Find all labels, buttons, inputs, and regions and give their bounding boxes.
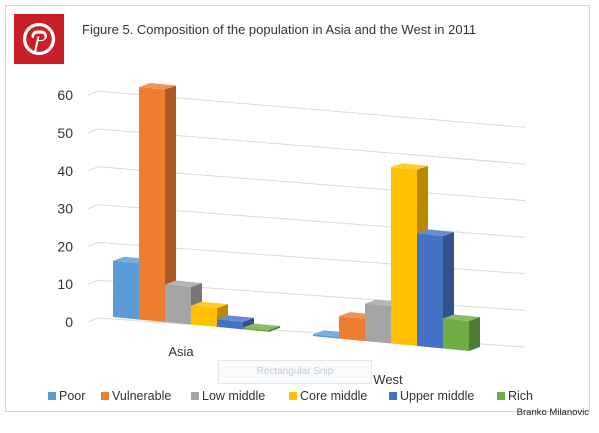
bar: [443, 315, 480, 351]
legend-item: Upper middle: [389, 389, 474, 403]
legend-label: Poor: [59, 389, 85, 403]
card-border: [6, 6, 590, 412]
legend-label: Vulnerable: [112, 389, 171, 403]
bar-front: [443, 319, 469, 351]
pinterest-logo[interactable]: [14, 14, 64, 64]
legend-label: Upper middle: [400, 389, 474, 403]
bar-front: [391, 167, 417, 346]
category-label: Asia: [168, 344, 194, 359]
bar-front: [139, 87, 165, 322]
legend-item: Core middle: [289, 389, 367, 403]
y-tick-label: 0: [65, 314, 73, 330]
legend-swatch: [191, 392, 199, 400]
legend-item: Vulnerable: [101, 389, 171, 403]
y-tick-label: 50: [57, 125, 73, 141]
legend-swatch: [389, 392, 397, 400]
bar-side: [469, 317, 480, 351]
bar-front: [417, 234, 443, 349]
legend-label: Core middle: [300, 389, 367, 403]
legend-swatch: [497, 392, 505, 400]
rectangular-snip-overlay: Rectangular Snip: [218, 360, 372, 384]
chart-title: Figure 5. Composition of the population …: [82, 22, 476, 37]
pinterest-logo-icon: [20, 20, 58, 58]
legend-swatch: [101, 392, 109, 400]
y-tick-label: 10: [57, 276, 73, 292]
y-tick-label: 30: [57, 201, 73, 217]
bar-front: [339, 316, 365, 341]
author-credit: Branko Milanovic: [517, 407, 589, 418]
legend-item: Low middle: [191, 389, 265, 403]
bar-front: [191, 306, 217, 327]
y-tick-label: 40: [57, 163, 73, 179]
legend-swatch: [48, 392, 56, 400]
bar-front: [165, 284, 191, 324]
legend-swatch: [289, 392, 297, 400]
y-tick-label: 60: [57, 87, 73, 103]
legend-label: Rich: [508, 389, 533, 403]
legend-label: Low middle: [202, 389, 265, 403]
bar-front: [365, 304, 391, 344]
category-label: West: [373, 372, 403, 387]
y-tick-label: 20: [57, 238, 73, 254]
bar-front: [113, 261, 139, 320]
